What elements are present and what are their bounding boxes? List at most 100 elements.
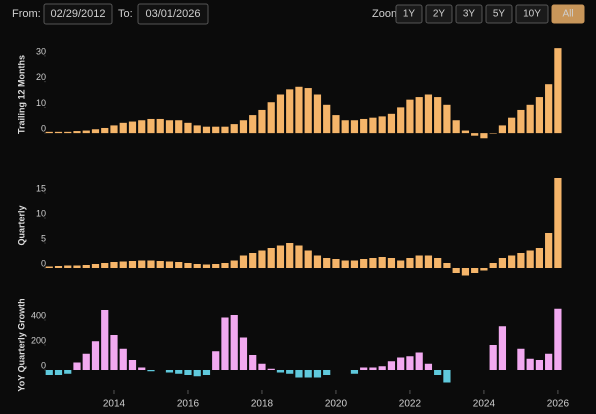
zoom-button-label[interactable]: 10Y xyxy=(523,9,541,20)
y-tick-label: 5 xyxy=(41,233,46,243)
bar xyxy=(212,351,220,370)
zoom-button[interactable] xyxy=(425,4,453,24)
bar xyxy=(110,125,118,134)
zoom-button[interactable] xyxy=(551,4,585,24)
bar xyxy=(424,363,433,370)
bar xyxy=(230,315,238,370)
bar xyxy=(249,115,257,134)
y-axis-title: Trailing 12 Months xyxy=(16,55,26,134)
y-tick-label: 20 xyxy=(36,72,46,82)
bar xyxy=(304,370,312,378)
bar xyxy=(341,120,349,134)
bar xyxy=(360,367,368,370)
y-tick-label: 10 xyxy=(36,98,46,108)
zoom-button-label[interactable]: 2Y xyxy=(433,9,446,20)
zoom-button-label[interactable]: 3Y xyxy=(463,9,476,20)
bar xyxy=(239,337,248,370)
bar xyxy=(387,258,396,268)
bar xyxy=(443,263,451,268)
bar xyxy=(221,317,229,370)
bar xyxy=(545,353,553,370)
from-value[interactable]: 02/29/2012 xyxy=(50,8,105,20)
bar xyxy=(267,102,275,134)
bar xyxy=(45,131,53,134)
bar xyxy=(397,260,405,268)
bar xyxy=(165,120,174,134)
bar xyxy=(45,370,53,375)
bar xyxy=(147,260,155,268)
bar xyxy=(443,104,451,134)
bar xyxy=(424,94,433,134)
bar xyxy=(498,326,507,370)
zoom-label: Zoom: xyxy=(372,8,403,20)
zoom-button[interactable] xyxy=(455,4,483,24)
bar xyxy=(313,94,322,134)
bar xyxy=(397,107,405,134)
bar xyxy=(119,348,127,370)
bar xyxy=(508,117,516,134)
bar xyxy=(295,245,303,268)
bar xyxy=(424,255,433,268)
bar xyxy=(82,353,90,370)
x-tick-label: 2020 xyxy=(325,399,348,410)
bar xyxy=(128,360,137,370)
bar xyxy=(489,133,497,134)
bar xyxy=(471,268,479,273)
bar xyxy=(258,109,266,134)
bar xyxy=(434,258,442,268)
to-input[interactable] xyxy=(137,3,209,25)
bar xyxy=(258,363,266,370)
x-tick-label: 2024 xyxy=(473,399,496,410)
bar xyxy=(276,94,285,134)
bar xyxy=(526,104,534,134)
bar xyxy=(249,355,257,370)
zoom-button[interactable] xyxy=(395,4,423,24)
zoom-button-label[interactable]: 1Y xyxy=(403,9,416,20)
zoom-button[interactable] xyxy=(515,4,549,24)
bar xyxy=(138,367,146,370)
zoom-button-label[interactable]: 5Y xyxy=(493,9,506,20)
bar xyxy=(554,308,562,370)
to-value[interactable]: 03/01/2026 xyxy=(145,8,200,20)
bar xyxy=(286,243,294,268)
bar xyxy=(184,370,192,375)
from-input[interactable] xyxy=(43,3,113,25)
bar xyxy=(378,257,386,268)
bar xyxy=(175,262,183,268)
bar xyxy=(554,178,562,268)
bar xyxy=(489,345,497,370)
bar xyxy=(101,310,109,370)
zoom-button[interactable] xyxy=(485,4,513,24)
y-tick-label: 30 xyxy=(36,46,46,56)
bar xyxy=(101,127,109,134)
y-axis-title: YoY Quarterly Growth xyxy=(16,298,26,391)
bar xyxy=(323,258,331,268)
bar xyxy=(323,104,331,134)
bar xyxy=(45,266,53,268)
x-tick-label: 2016 xyxy=(177,399,200,410)
bar xyxy=(498,258,507,268)
bar xyxy=(350,120,359,134)
bar xyxy=(526,358,534,370)
bar xyxy=(82,265,90,268)
bar xyxy=(323,370,331,375)
bar xyxy=(184,122,192,134)
bar xyxy=(193,264,201,268)
bar xyxy=(258,250,266,268)
bar xyxy=(378,366,386,370)
bar xyxy=(360,118,368,134)
bar xyxy=(554,48,562,134)
y-axis-title: Quarterly xyxy=(16,205,26,245)
bar xyxy=(313,370,322,378)
zoom-button-label[interactable]: All xyxy=(562,9,573,20)
bar xyxy=(267,368,275,370)
y-tick-label: 15 xyxy=(36,183,46,193)
bar xyxy=(443,370,451,383)
bar xyxy=(332,259,340,268)
bar xyxy=(369,117,377,134)
bar xyxy=(480,268,488,271)
bar xyxy=(230,260,238,268)
bar xyxy=(517,109,525,134)
bar xyxy=(128,261,137,268)
